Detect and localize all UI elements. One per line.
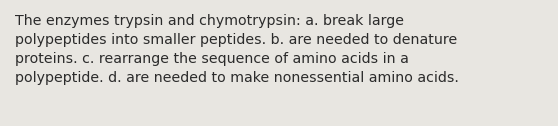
Text: The enzymes trypsin and chymotrypsin: a. break large
polypeptides into smaller p: The enzymes trypsin and chymotrypsin: a.… — [15, 14, 459, 85]
